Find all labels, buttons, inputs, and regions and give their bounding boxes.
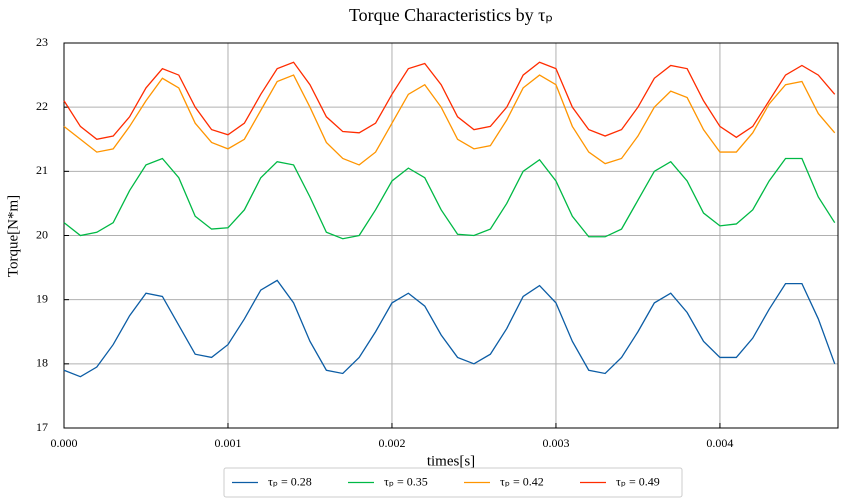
chart-title: Torque Characteristics by τₚ: [349, 5, 553, 25]
legend-label: τₚ = 0.42: [500, 474, 544, 488]
y-tick-label: 17: [36, 420, 48, 434]
y-tick-label: 22: [36, 99, 48, 113]
line-series: [63, 61, 836, 140]
legend-box: [223, 467, 683, 498]
y-tick-label: 19: [36, 291, 48, 305]
legend-label: τₚ = 0.28: [268, 474, 312, 488]
line-series: [63, 74, 836, 166]
line-series: [63, 157, 836, 240]
x-tick-label: 0.003: [542, 436, 569, 450]
x-axis-label: times[s]: [427, 453, 475, 469]
line-series: [63, 279, 836, 378]
y-tick-label: 21: [36, 163, 48, 177]
y-tick-label: 23: [36, 35, 48, 49]
legend-label: τₚ = 0.35: [384, 474, 428, 488]
y-tick-label: 18: [36, 356, 48, 370]
x-tick-label: 0.004: [706, 436, 733, 450]
x-tick-label: 0.001: [214, 436, 241, 450]
x-tick-label: 0.002: [378, 436, 405, 450]
y-tick-label: 20: [36, 227, 48, 241]
plot-frame: [63, 42, 839, 429]
x-tick-label: 0.000: [51, 436, 78, 450]
legend-label: τₚ = 0.49: [616, 474, 660, 488]
y-axis-label: Torque[N*m]: [5, 195, 21, 277]
